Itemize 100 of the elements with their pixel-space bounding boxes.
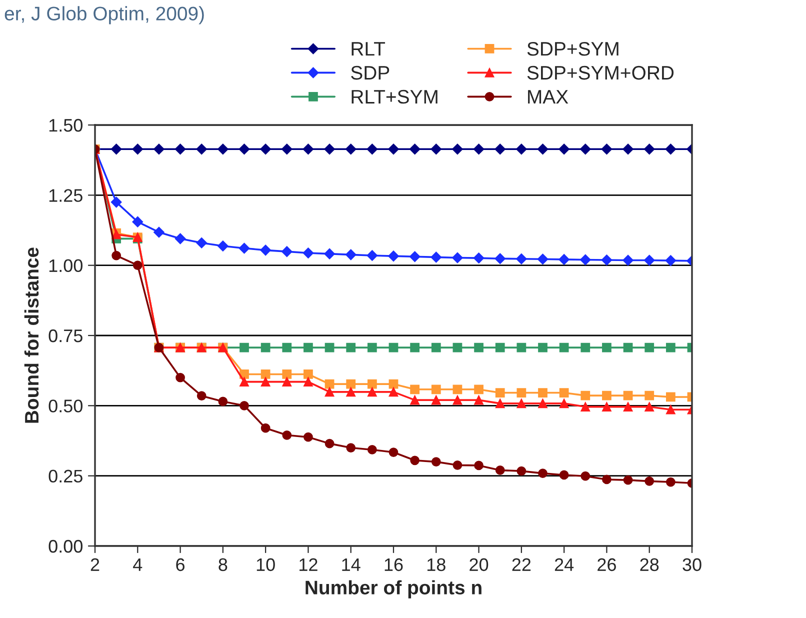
point: [302, 144, 314, 155]
point: [430, 252, 442, 263]
x-tick-label: 12: [300, 558, 318, 571]
point: [494, 144, 506, 155]
legend-label: SDP+SYM+ORD: [527, 66, 674, 80]
point: [623, 402, 633, 412]
point: [388, 387, 398, 397]
point: [410, 395, 420, 405]
point: [196, 144, 208, 155]
point: [324, 144, 335, 155]
point: [218, 396, 228, 406]
x-tick-label: 6: [176, 558, 185, 572]
point: [367, 445, 377, 454]
point: [601, 144, 612, 155]
point: [666, 477, 676, 487]
point: [174, 144, 186, 155]
point: [345, 144, 356, 155]
x-tick-label: 14: [342, 558, 360, 571]
point: [409, 251, 420, 262]
x-tick-label: 18: [427, 558, 446, 572]
y-tick-label: 1.25: [49, 189, 82, 202]
point: [538, 398, 548, 408]
point: [112, 250, 122, 260]
point: [452, 252, 463, 264]
point: [196, 237, 208, 248]
x-tick-label: 22: [512, 558, 531, 571]
point: [260, 244, 271, 256]
point: [644, 342, 654, 352]
point: [644, 402, 654, 412]
point: [623, 475, 633, 485]
point: [538, 342, 548, 352]
y-tick-label: 1.00: [49, 259, 82, 272]
point: [580, 471, 590, 481]
point: [602, 390, 612, 400]
point: [601, 254, 612, 266]
point: [410, 342, 420, 352]
point: [538, 468, 548, 478]
point: [580, 402, 590, 412]
legend-label: SDP: [351, 66, 390, 80]
point: [474, 342, 484, 352]
point: [388, 144, 399, 155]
point: [431, 384, 441, 394]
point: [452, 460, 462, 470]
point: [154, 226, 164, 238]
point: [644, 254, 655, 266]
point: [431, 342, 441, 352]
point: [218, 240, 228, 252]
point: [281, 144, 292, 155]
point: [622, 254, 634, 266]
point: [367, 342, 377, 352]
point: [367, 387, 377, 397]
point: [666, 404, 676, 414]
point: [260, 377, 270, 386]
point: [240, 342, 249, 352]
point: [580, 144, 591, 155]
point: [516, 398, 526, 408]
point: [388, 342, 398, 352]
point: [346, 342, 356, 352]
point: [260, 370, 270, 379]
point: [516, 388, 526, 398]
point: [304, 342, 313, 352]
point: [346, 443, 356, 452]
point: [602, 342, 612, 352]
point: [154, 144, 164, 155]
point: [282, 377, 292, 386]
x-tick-label: 16: [384, 558, 403, 572]
point: [558, 254, 570, 265]
point: [238, 242, 250, 254]
x-tick-label: 30: [682, 558, 702, 572]
point: [409, 144, 420, 155]
point: [324, 387, 334, 397]
x-tick-label: 2: [90, 558, 100, 571]
x-tick-label: 4: [133, 558, 142, 571]
point: [388, 448, 398, 457]
point: [452, 342, 462, 352]
point: [537, 144, 548, 155]
point: [452, 395, 462, 405]
point: [580, 390, 590, 400]
point: [623, 390, 633, 400]
point: [260, 144, 271, 155]
point: [240, 377, 249, 386]
point: [282, 370, 292, 379]
point: [346, 379, 356, 389]
x-tick-label: 26: [598, 558, 616, 572]
point: [346, 387, 356, 397]
point: [281, 246, 292, 258]
point: [174, 233, 186, 244]
point: [282, 342, 292, 352]
point: [559, 342, 569, 352]
x-tick-label: 8: [218, 558, 228, 572]
point: [366, 250, 378, 261]
point: [559, 398, 569, 408]
point: [366, 144, 378, 155]
y-tick-label: 0.25: [48, 470, 82, 483]
y-tick-label: 0.75: [48, 329, 82, 342]
point: [410, 384, 420, 394]
point: [516, 144, 527, 155]
x-tick-label: 10: [256, 558, 275, 572]
x-tick-label: 20: [470, 558, 488, 572]
point: [495, 342, 505, 352]
